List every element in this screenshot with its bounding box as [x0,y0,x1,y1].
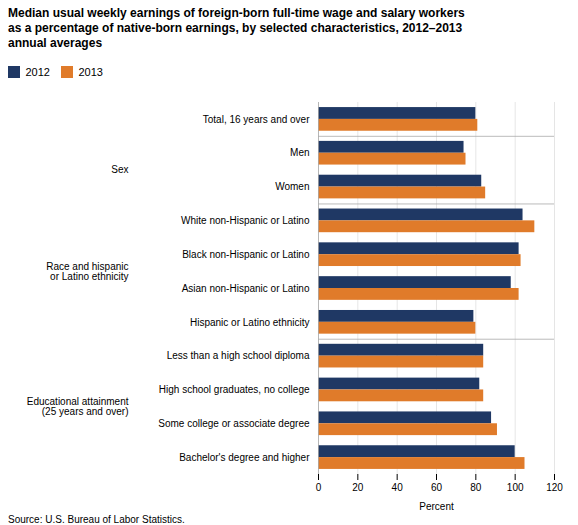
svg-text:Women: Women [275,181,309,192]
svg-text:40: 40 [392,481,404,492]
svg-text:White non-Hispanic or Latino: White non-Hispanic or Latino [181,215,310,226]
svg-text:Percent: Percent [419,500,454,511]
svg-text:Asian non-Hispanic or Latino: Asian non-Hispanic or Latino [182,282,310,293]
svg-text:80: 80 [470,481,482,492]
svg-text:Bachelor's degree and higher: Bachelor's degree and higher [179,451,310,462]
svg-text:Men: Men [290,147,309,158]
svg-text:Race and hispanicor Latino eth: Race and hispanicor Latino ethnicity [46,260,128,281]
svg-text:20: 20 [352,481,364,492]
svg-text:60: 60 [431,481,443,492]
svg-text:120: 120 [546,481,563,492]
html-text:Source: U.S. Bureau of Labor S: Source: U.S. Bureau of Labor Statistics. [8,513,185,525]
svg-text:Total, 16 years and over: Total, 16 years and over [203,113,310,124]
svg-text:Less than a high school diplom: Less than a high school diploma [167,350,310,361]
svg-text:High school graduates, no coll: High school graduates, no college [159,384,310,395]
svg-text:Sex: Sex [111,164,128,175]
svg-text:Educational attainment(25 year: Educational attainment(25 years and over… [27,396,129,417]
html-text:Median usual weekly earnings o: Median usual weekly earnings of foreign-… [8,6,465,50]
html-text:2012: 2012 [25,65,50,78]
html-text:2013: 2013 [78,65,103,78]
svg-text:Some college or associate degr: Some college or associate degree [158,417,310,428]
svg-text:Hispanic or Latino ethnicity: Hispanic or Latino ethnicity [190,316,310,327]
svg-text:0: 0 [316,481,322,492]
svg-text:Black non-Hispanic or Latino: Black non-Hispanic or Latino [182,248,310,259]
svg-text:100: 100 [507,481,524,492]
